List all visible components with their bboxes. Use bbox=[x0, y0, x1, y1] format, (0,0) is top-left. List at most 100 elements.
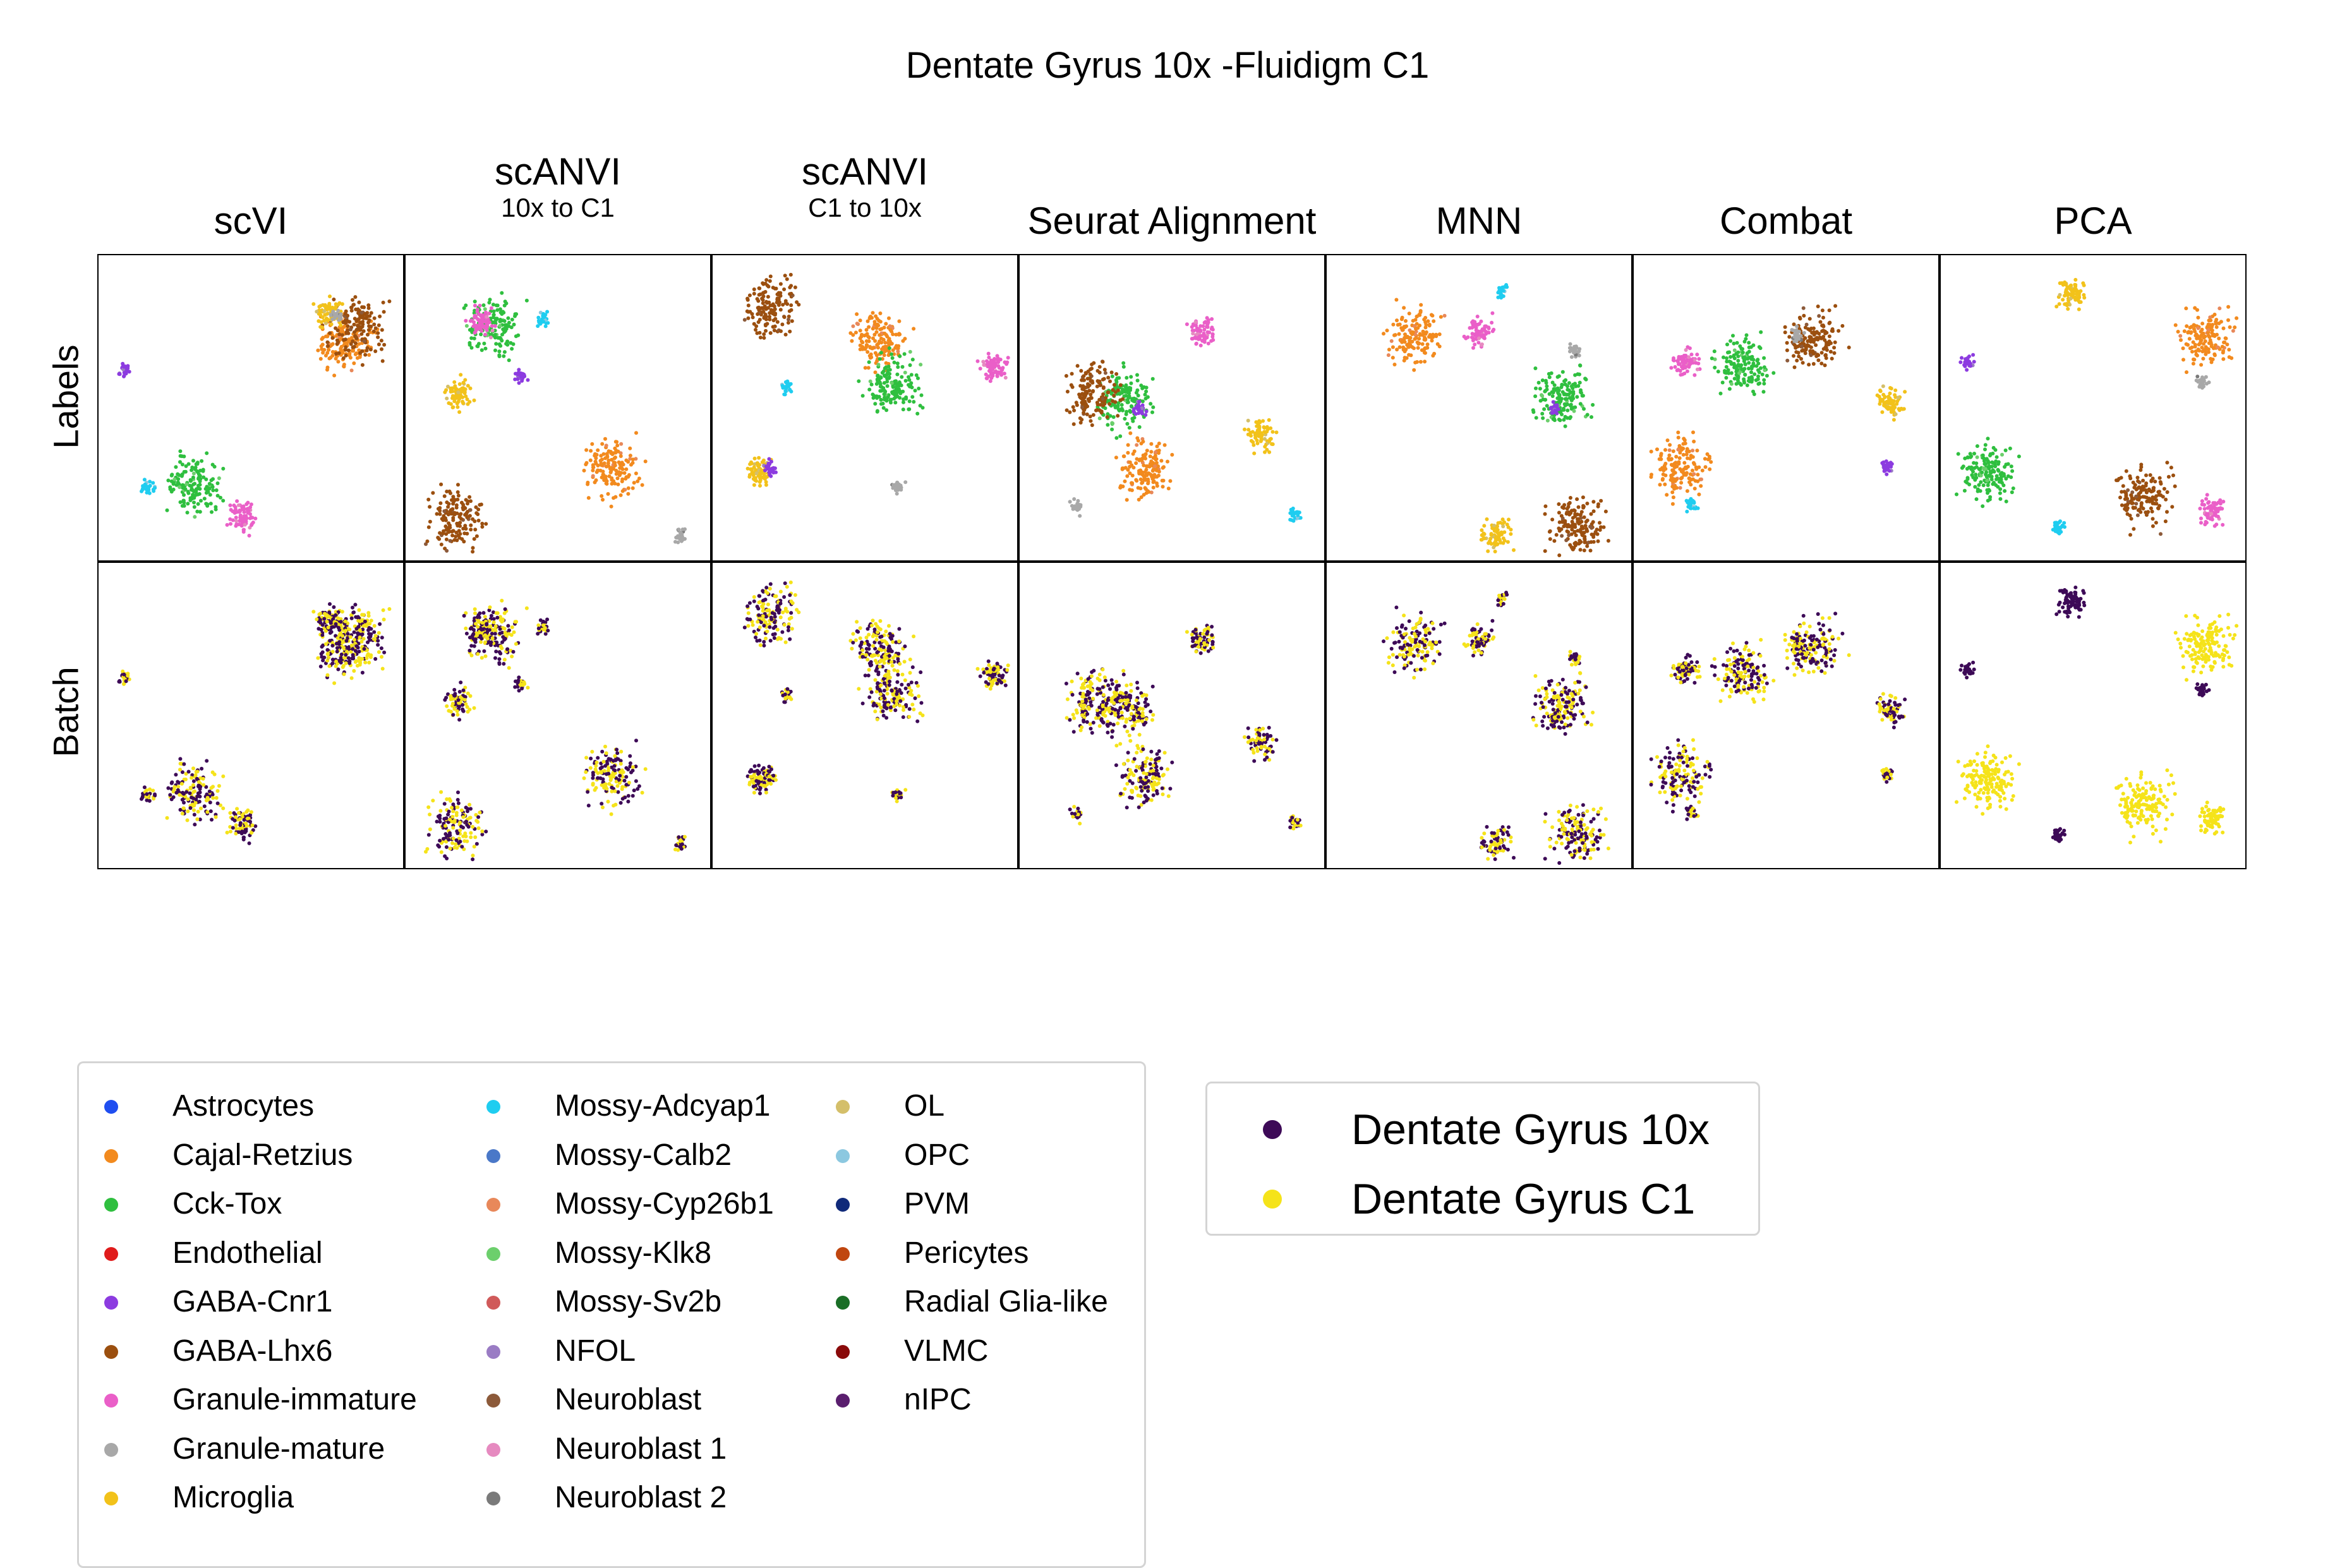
data-point bbox=[898, 354, 902, 358]
data-point bbox=[1423, 335, 1427, 339]
data-point bbox=[896, 344, 900, 348]
data-point bbox=[1128, 426, 1131, 430]
data-point bbox=[1409, 353, 1413, 357]
data-point bbox=[888, 324, 892, 328]
data-point bbox=[888, 372, 891, 376]
data-point bbox=[910, 373, 914, 377]
data-point bbox=[1670, 463, 1674, 467]
data-point bbox=[2051, 528, 2055, 532]
data-point bbox=[382, 301, 385, 305]
data-point bbox=[626, 492, 630, 496]
data-point bbox=[2157, 504, 2161, 508]
data-point bbox=[765, 322, 769, 326]
data-point bbox=[1833, 341, 1837, 344]
data-point bbox=[336, 309, 340, 313]
data-point bbox=[1815, 330, 1819, 334]
data-point bbox=[1271, 430, 1275, 434]
data-point bbox=[1538, 387, 1542, 390]
data-point bbox=[1419, 360, 1423, 364]
data-point bbox=[2190, 350, 2194, 354]
data-point bbox=[1137, 498, 1141, 502]
data-point bbox=[1149, 450, 1153, 454]
data-point bbox=[1119, 484, 1123, 488]
data-point bbox=[1480, 538, 1484, 541]
data-point bbox=[1669, 366, 1673, 370]
data-point bbox=[1551, 394, 1555, 398]
data-point bbox=[987, 369, 991, 373]
data-point bbox=[2192, 358, 2196, 361]
data-point bbox=[752, 287, 756, 291]
data-point bbox=[438, 502, 442, 505]
data-point bbox=[1138, 469, 1142, 473]
data-point bbox=[2134, 502, 2138, 505]
data-point bbox=[876, 323, 879, 327]
column-header: PCA bbox=[1940, 201, 2247, 241]
data-point bbox=[478, 304, 482, 308]
data-point bbox=[2125, 469, 2128, 473]
data-point bbox=[897, 320, 901, 323]
data-point bbox=[888, 346, 891, 350]
data-point bbox=[360, 311, 364, 315]
data-point bbox=[1140, 459, 1143, 462]
data-point bbox=[596, 469, 600, 473]
data-point bbox=[867, 325, 871, 329]
data-point bbox=[1963, 489, 1967, 493]
data-point bbox=[896, 361, 900, 365]
data-point bbox=[182, 807, 186, 811]
data-point bbox=[2164, 519, 2168, 523]
data-point bbox=[525, 299, 529, 303]
data-point bbox=[752, 292, 756, 296]
data-point bbox=[195, 817, 199, 821]
data-point bbox=[610, 478, 613, 482]
data-point bbox=[1983, 447, 1987, 451]
data-point bbox=[2221, 523, 2224, 527]
data-point bbox=[1246, 428, 1250, 431]
data-point bbox=[1553, 383, 1557, 387]
data-point bbox=[1490, 532, 1493, 536]
data-point bbox=[1759, 330, 1763, 334]
data-point bbox=[328, 331, 332, 335]
data-point bbox=[2136, 476, 2140, 479]
data-point bbox=[2068, 287, 2072, 291]
data-point bbox=[1998, 492, 2002, 495]
data-point bbox=[2216, 515, 2220, 519]
data-point bbox=[1566, 384, 1569, 388]
data-point bbox=[1998, 487, 2002, 491]
data-point bbox=[587, 496, 591, 500]
data-point bbox=[1553, 409, 1557, 413]
data-point bbox=[501, 310, 505, 313]
data-point bbox=[893, 401, 897, 404]
data-point bbox=[195, 777, 199, 781]
data-point bbox=[1650, 475, 1653, 479]
data-point bbox=[883, 381, 886, 385]
data-point bbox=[498, 344, 502, 348]
data-point bbox=[1683, 438, 1687, 442]
data-point bbox=[1090, 396, 1094, 400]
data-point bbox=[1579, 402, 1583, 406]
data-point bbox=[442, 509, 446, 513]
data-point bbox=[898, 392, 902, 395]
data-point bbox=[211, 771, 215, 775]
data-point bbox=[331, 658, 335, 661]
data-point bbox=[877, 363, 881, 366]
data-point bbox=[900, 375, 903, 379]
data-point bbox=[203, 804, 207, 808]
data-point bbox=[1118, 435, 1122, 438]
data-point bbox=[350, 676, 354, 680]
data-point bbox=[2152, 488, 2156, 492]
data-point bbox=[776, 320, 780, 324]
data-point bbox=[1986, 459, 1990, 463]
data-point bbox=[2060, 281, 2064, 285]
data-point bbox=[1078, 514, 1082, 518]
data-point bbox=[1140, 481, 1143, 485]
data-point bbox=[221, 499, 225, 503]
data-point bbox=[1125, 474, 1129, 478]
data-point bbox=[215, 796, 219, 800]
data-point bbox=[1971, 353, 1975, 357]
data-point bbox=[615, 443, 619, 447]
data-point bbox=[1562, 418, 1566, 422]
data-point bbox=[193, 482, 196, 486]
data-point bbox=[1102, 385, 1106, 389]
data-point bbox=[1403, 359, 1406, 363]
data-point bbox=[369, 347, 373, 351]
